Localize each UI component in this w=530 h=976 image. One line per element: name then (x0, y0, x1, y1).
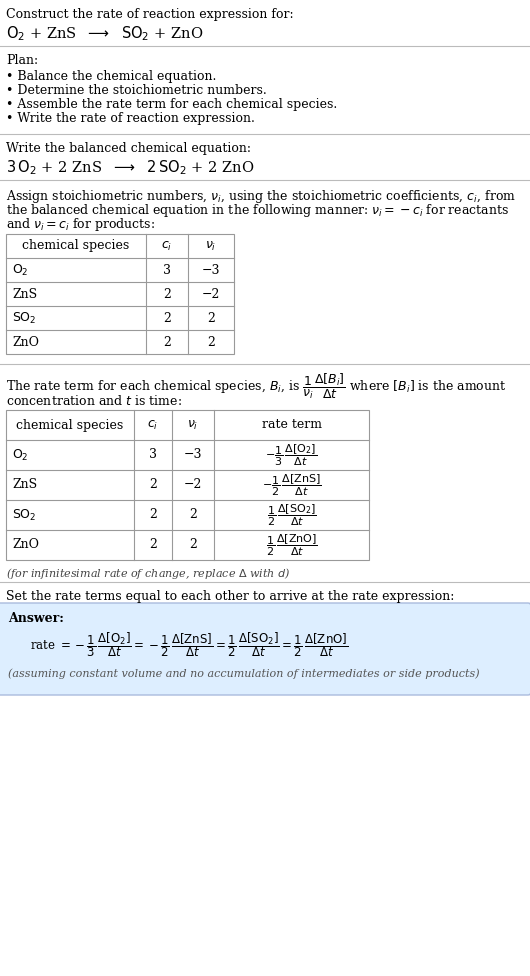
Text: $\mathrm{SO_2}$: $\mathrm{SO_2}$ (12, 310, 37, 326)
Text: ZnO: ZnO (12, 336, 39, 348)
Text: 2: 2 (207, 311, 215, 324)
Text: rate term: rate term (261, 419, 322, 431)
Text: 2: 2 (163, 311, 171, 324)
Text: • Balance the chemical equation.: • Balance the chemical equation. (6, 70, 216, 83)
Text: (for infinitesimal rate of change, replace $\Delta$ with $d$): (for infinitesimal rate of change, repla… (6, 566, 290, 581)
Text: (assuming constant volume and no accumulation of intermediates or side products): (assuming constant volume and no accumul… (8, 668, 480, 678)
Text: $\nu_i$: $\nu_i$ (187, 419, 199, 431)
Text: $\mathrm{O_2}$ + ZnS  $\longrightarrow$  $\mathrm{SO_2}$ + ZnO: $\mathrm{O_2}$ + ZnS $\longrightarrow$ $… (6, 24, 204, 43)
Text: $-\dfrac{1}{2}\,\dfrac{\Delta[\mathrm{ZnS}]}{\Delta t}$: $-\dfrac{1}{2}\,\dfrac{\Delta[\mathrm{Zn… (262, 472, 321, 498)
Text: 3: 3 (163, 264, 171, 276)
Text: the balanced chemical equation in the following manner: $\nu_i = -c_i$ for react: the balanced chemical equation in the fo… (6, 202, 509, 219)
Text: The rate term for each chemical species, $B_i$, is $\dfrac{1}{\nu_i}\dfrac{\Delt: The rate term for each chemical species,… (6, 372, 507, 401)
Text: • Write the rate of reaction expression.: • Write the rate of reaction expression. (6, 112, 255, 125)
Text: Construct the rate of reaction expression for:: Construct the rate of reaction expressio… (6, 8, 294, 21)
Text: $\dfrac{1}{2}\,\dfrac{\Delta[\mathrm{SO_2}]}{\Delta t}$: $\dfrac{1}{2}\,\dfrac{\Delta[\mathrm{SO_… (267, 503, 316, 528)
Text: 2: 2 (149, 539, 157, 551)
Text: −2: −2 (184, 478, 202, 492)
Text: Assign stoichiometric numbers, $\nu_i$, using the stoichiometric coefficients, $: Assign stoichiometric numbers, $\nu_i$, … (6, 188, 516, 205)
Text: ZnS: ZnS (12, 478, 37, 492)
Text: $\dfrac{1}{2}\,\dfrac{\Delta[\mathrm{ZnO}]}{\Delta t}$: $\dfrac{1}{2}\,\dfrac{\Delta[\mathrm{ZnO… (266, 532, 317, 557)
Text: ZnS: ZnS (12, 288, 37, 301)
Text: $c_i$: $c_i$ (147, 419, 158, 431)
Text: $3\,\mathrm{O_2}$ + 2 ZnS  $\longrightarrow$  $2\,\mathrm{SO_2}$ + 2 ZnO: $3\,\mathrm{O_2}$ + 2 ZnS $\longrightarr… (6, 158, 254, 177)
Text: 2: 2 (163, 336, 171, 348)
Text: −2: −2 (202, 288, 220, 301)
Text: 3: 3 (149, 449, 157, 462)
Text: chemical species: chemical species (16, 419, 123, 431)
Text: • Assemble the rate term for each chemical species.: • Assemble the rate term for each chemic… (6, 98, 337, 111)
FancyBboxPatch shape (0, 603, 530, 695)
Bar (6, 410, 369, 560)
Text: 2: 2 (149, 478, 157, 492)
Text: −3: −3 (202, 264, 220, 276)
Text: $-\dfrac{1}{3}\,\dfrac{\Delta[\mathrm{O_2}]}{\Delta t}$: $-\dfrac{1}{3}\,\dfrac{\Delta[\mathrm{O_… (266, 442, 317, 468)
Text: −3: −3 (184, 449, 202, 462)
Text: Answer:: Answer: (8, 612, 64, 625)
Text: 2: 2 (163, 288, 171, 301)
Text: $\mathrm{SO_2}$: $\mathrm{SO_2}$ (12, 508, 37, 522)
Text: Set the rate terms equal to each other to arrive at the rate expression:: Set the rate terms equal to each other t… (6, 590, 454, 603)
Text: 2: 2 (189, 539, 197, 551)
Bar (6, 234, 234, 354)
Text: • Determine the stoichiometric numbers.: • Determine the stoichiometric numbers. (6, 84, 267, 97)
Text: and $\nu_i = c_i$ for products:: and $\nu_i = c_i$ for products: (6, 216, 155, 233)
Text: chemical species: chemical species (22, 239, 130, 253)
Text: ZnO: ZnO (12, 539, 39, 551)
Text: 2: 2 (149, 508, 157, 521)
Text: $\nu_i$: $\nu_i$ (205, 239, 217, 253)
Text: concentration and $t$ is time:: concentration and $t$ is time: (6, 394, 182, 408)
Text: rate $= -\dfrac{1}{3}\,\dfrac{\Delta[\mathrm{O_2}]}{\Delta t} = -\dfrac{1}{2}\,\: rate $= -\dfrac{1}{3}\,\dfrac{\Delta[\ma… (30, 630, 348, 659)
Text: Write the balanced chemical equation:: Write the balanced chemical equation: (6, 142, 251, 155)
Text: 2: 2 (189, 508, 197, 521)
Text: $\mathrm{O_2}$: $\mathrm{O_2}$ (12, 447, 29, 463)
Text: 2: 2 (207, 336, 215, 348)
Text: Plan:: Plan: (6, 54, 38, 67)
Text: $\mathrm{O_2}$: $\mathrm{O_2}$ (12, 263, 29, 277)
Text: $c_i$: $c_i$ (161, 239, 173, 253)
